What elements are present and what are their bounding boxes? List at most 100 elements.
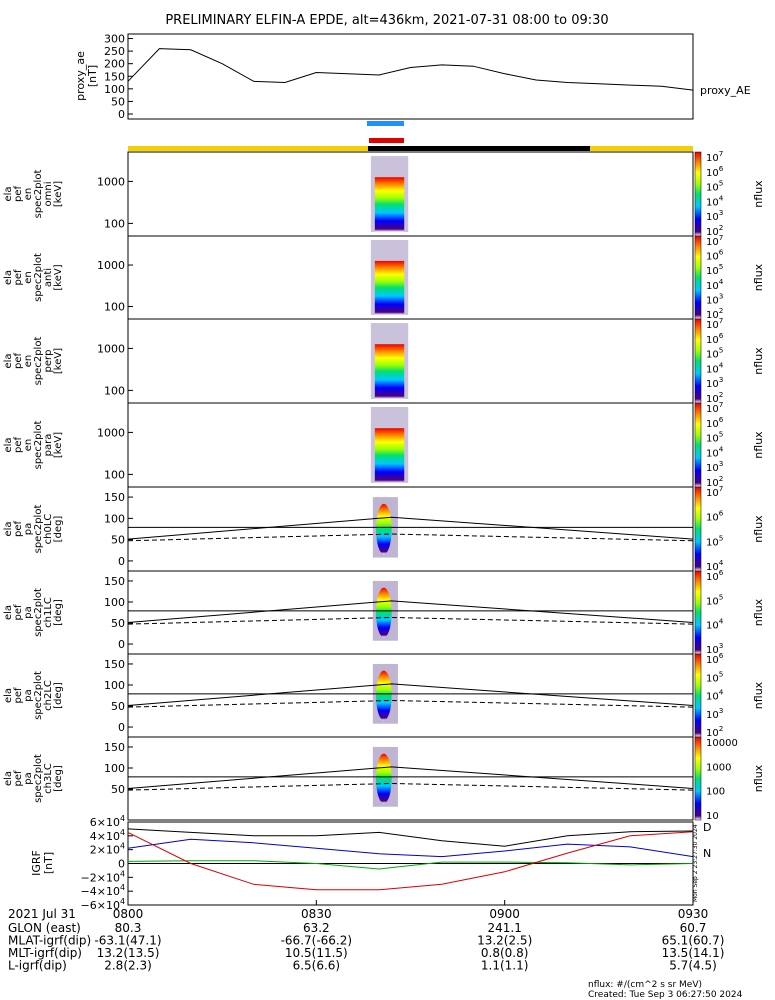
spec-panel-2: 1000100elapefenspec2plotperp[keV]1071061…: [3, 316, 765, 405]
igrf-ylabel: IGRF[nT]: [30, 850, 55, 876]
colorbar-tick-label: 1000: [706, 762, 731, 773]
spec-frame: [127, 570, 694, 655]
colorbar-tick-label: 107: [706, 316, 723, 331]
ae-tick-label: 0: [118, 108, 125, 121]
science-zone-bar-right: [590, 146, 693, 151]
anti-loss-cone-line: [127, 616, 694, 625]
igrf-series-1: [127, 860, 694, 870]
igrf-side-stamp: Mon Sep 2 23:27:30 2024: [692, 824, 699, 902]
colorbar-label: nflux: [752, 263, 765, 291]
spec-ylabel: elapefenspec2plotomni[keV]: [3, 170, 64, 219]
orbit-row-label: MLAT-igrf(dip): [8, 934, 91, 948]
colorbar-label: nflux: [752, 180, 765, 208]
loss-cone-line: [127, 600, 694, 623]
colorbar-tick-label: 103: [706, 291, 723, 306]
spec-tick-label: 1000: [97, 426, 125, 439]
spec-tick-label: 50: [111, 700, 125, 713]
colorbar-tick-label: 106: [706, 164, 724, 179]
spec-tick-label: 50: [111, 534, 125, 547]
igrf-series-3: [127, 828, 694, 847]
colorbar-tick-label: 105: [706, 430, 723, 445]
colorbar-tick-label: 104: [706, 360, 724, 375]
colorbar-tick-label: 107: [706, 484, 723, 499]
spec-tick-label: 1000: [97, 259, 125, 272]
colorbar-tick-label: 105: [706, 669, 723, 684]
spec-tick-label: 100: [104, 512, 125, 525]
spec-frame: [127, 653, 694, 738]
igrf-tick-label: 0: [118, 858, 125, 871]
colorbar-tick-label: 104: [706, 277, 724, 292]
colorbar-tick-label: 103: [706, 706, 723, 721]
orbit-row-value: 241.1: [487, 921, 521, 935]
units-note: nflux: #/(cm^2 s sr MeV): [588, 980, 702, 990]
spec-burst: [374, 428, 405, 483]
colorbar-tick-label: 104: [706, 444, 724, 459]
orbit-row-value: 5.7(4.5): [669, 959, 717, 973]
orbit-row-label: GLON (east): [8, 921, 81, 935]
colorbar-tick-label: 104: [706, 558, 724, 573]
igrf-series-0: [127, 838, 694, 858]
igrf-tick-label: 6×104: [90, 814, 125, 829]
spec-tick-label: 100: [104, 217, 125, 230]
orbit-row-value: 65.1(60.7): [662, 934, 725, 948]
spec-panel-1: 1000100elapefenspec2plotanti[keV]1071061…: [3, 233, 765, 321]
science-zone-bar-left: [128, 146, 368, 151]
spec-tick-label: 100: [104, 596, 125, 609]
colorbar-label: nflux: [752, 681, 765, 709]
ae-tick-label: 250: [104, 45, 125, 58]
time-tick-label: 0800: [113, 907, 144, 921]
colorbar-tick-label: 102: [706, 306, 723, 321]
spec-tick-label: 0: [118, 638, 125, 651]
spec-ylabel: elapefpaspec2plotch0LC[deg]: [3, 505, 64, 554]
spec-frame: [127, 318, 694, 404]
spec-panel-5: 150 100 50 0 elapefpaspec2plotch1LC[deg] 106 1…: [3, 568, 765, 656]
colorbar: [694, 318, 702, 404]
spec-panel-6: 150 100 50 0 elapefpaspec2plotch2LC[deg] 106 1…: [3, 651, 765, 739]
orbit-black-bar: [368, 146, 590, 151]
colorbar-tick-label: 106: [706, 509, 724, 524]
colorbar-tick-label: 106: [706, 651, 724, 666]
spec-tick-label: 150: [104, 741, 125, 754]
orbit-row-value: 63.2: [303, 921, 330, 935]
orbit-table: GLON (east) 80.3 63.2 241.1 60.7 MLAT-igrf(di…: [8, 921, 724, 973]
spec-tick-label: 100: [104, 384, 125, 397]
spec-tick-label: 150: [104, 491, 125, 504]
spectrogram-panels: 1000100elapefenspec2plotomni[keV]1071061…: [3, 149, 765, 822]
spec-frame: [127, 151, 694, 237]
anti-loss-cone-line: [127, 699, 694, 708]
ae-tick-label: 300: [104, 33, 125, 46]
ae-tick-label: 200: [104, 58, 125, 71]
colorbar-tick-label: 105: [706, 262, 723, 277]
spec-burst: [374, 177, 405, 232]
colorbar-tick-label: 102: [706, 474, 723, 489]
spec-ylabel: elapefpaspec2plotch2LC[deg]: [3, 671, 64, 720]
colorbar-tick-label: 107: [706, 233, 723, 248]
igrf-tick-label: −2×104: [81, 869, 125, 884]
colorbar-tick-label: 103: [706, 375, 723, 390]
ae-tick-label: 150: [104, 70, 125, 83]
colorbar-tick-label: 107: [706, 149, 723, 164]
colorbar-tick-label: 100: [706, 787, 725, 798]
colorbar-tick-label: 107: [706, 400, 723, 415]
loss-cone-line: [127, 683, 694, 706]
orbit-row-value: 13.2(13.5): [97, 946, 160, 960]
spec-frame: [127, 402, 694, 488]
colorbar-tick-label: 10: [706, 811, 719, 822]
ae-ylabel: proxy_ae[nT]: [74, 51, 99, 101]
colorbar-tick-label: 10000: [706, 738, 738, 749]
orbit-row-value: 13.2(2.5): [477, 934, 532, 948]
loss-cone-line: [127, 766, 694, 789]
colorbar-tick-label: 103: [706, 641, 723, 656]
orbit-row-value: 80.3: [115, 921, 142, 935]
red-marker-bar: [369, 138, 404, 143]
ae-legend: proxy_AE: [700, 84, 751, 97]
orbit-row-value: 6.5(6.6): [293, 959, 341, 973]
colorbar-tick-label: 105: [706, 592, 723, 607]
colorbar-tick-label: 102: [706, 724, 723, 739]
spec-tick-label: 50: [111, 783, 125, 796]
spec-ylabel: elapefpaspec2plotch1LC[deg]: [3, 588, 64, 637]
orbit-row-value: 10.5(11.5): [285, 946, 348, 960]
orbit-row-label: L-igrf(dip): [8, 959, 67, 973]
orbit-row-value: 1.1(1.1): [481, 959, 529, 973]
